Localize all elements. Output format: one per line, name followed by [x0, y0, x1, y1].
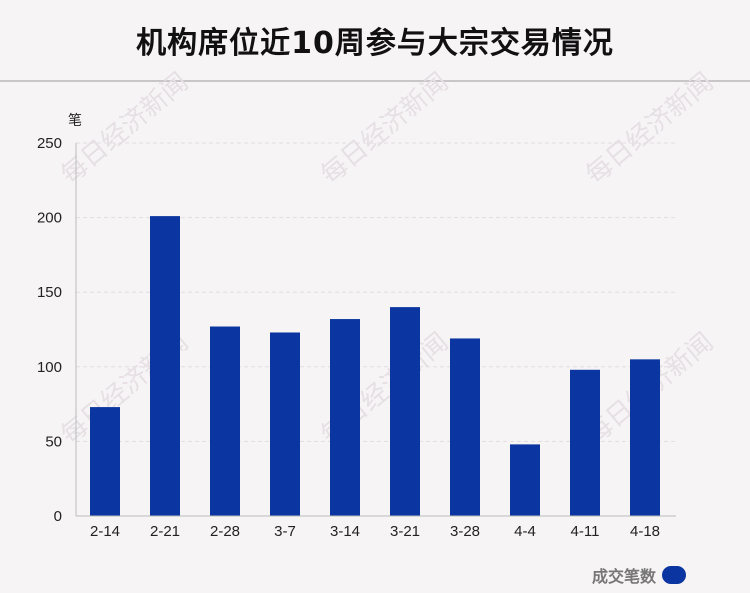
- y-tick-label: 150: [37, 284, 62, 301]
- bars: [90, 216, 660, 516]
- chart-title: 机构席位近10周参与大宗交易情况: [136, 26, 614, 61]
- x-tick-label: 2-21: [150, 523, 180, 540]
- x-tick-label: 3-7: [274, 523, 296, 540]
- title-divider: [0, 80, 750, 82]
- legend-label: 成交笔数: [592, 567, 657, 586]
- x-tick-label: 4-11: [571, 523, 600, 540]
- bar-3-14: [330, 319, 360, 516]
- bar-3-21: [390, 307, 420, 516]
- y-tick-labels: 0 50 100 150 200 250: [37, 135, 62, 525]
- bar-2-21: [150, 216, 180, 516]
- legend-swatch: [662, 566, 687, 584]
- axes: [75, 143, 676, 517]
- y-tick-label: 0: [54, 508, 62, 525]
- x-tick-label: 3-14: [330, 523, 360, 540]
- bar-3-28: [450, 338, 480, 516]
- y-tick-label: 200: [37, 210, 62, 227]
- bar-4-18: [630, 359, 660, 516]
- y-tick-label: 100: [37, 359, 62, 376]
- legend: 成交笔数: [592, 563, 687, 587]
- x-tick-label: 3-28: [450, 523, 480, 540]
- bar-3-7: [270, 332, 300, 516]
- watermark-text: 每日经济新闻: [315, 67, 454, 190]
- bar-2-14: [90, 407, 120, 516]
- bar-4-11: [570, 369, 600, 516]
- y-tick-label: 250: [37, 135, 62, 152]
- x-tick-label: 2-14: [90, 523, 120, 540]
- x-tick-label: 2-28: [210, 523, 240, 540]
- watermark-text: 每日经济新闻: [580, 67, 719, 190]
- x-tick-label: 4-18: [630, 523, 660, 540]
- bar-4-4: [510, 444, 540, 516]
- y-tick-label: 50: [45, 433, 62, 450]
- x-tick-label: 3-21: [390, 523, 420, 540]
- x-tick-label: 4-4: [514, 523, 536, 540]
- bar-2-28: [210, 326, 240, 516]
- y-axis-unit-label: 笔: [68, 113, 82, 129]
- x-tick-labels: 2-14 2-21 2-28 3-7 3-14 3-21 3-28 4-4 4-11 4-18: [90, 523, 660, 540]
